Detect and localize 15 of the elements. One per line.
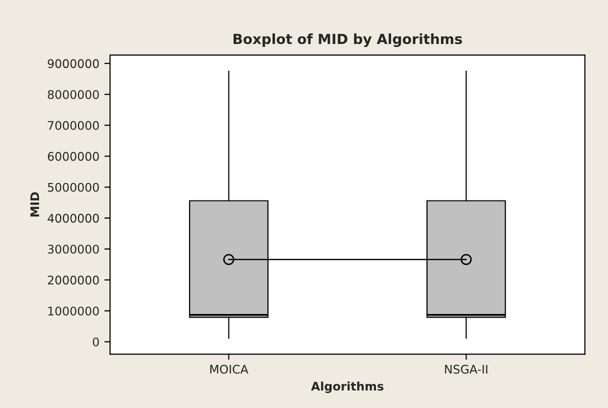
y-axis-title: MID <box>30 192 40 216</box>
y-tick-label: 7000000 <box>48 121 99 130</box>
y-tick-label: 9000000 <box>48 59 99 68</box>
y-tick-label: 5000000 <box>48 182 99 192</box>
x-tick-label: MOICA <box>210 364 248 374</box>
y-tick-label: 0 <box>92 337 99 346</box>
x-axis-title: Algorithms <box>311 382 384 394</box>
y-tick-label: 6000000 <box>48 152 99 161</box>
y-tick-label: 8000000 <box>48 90 99 100</box>
y-tick-label: 4000000 <box>48 214 99 223</box>
x-tick-label: NSGA-II <box>445 364 488 374</box>
y-tick-label: 3000000 <box>48 244 99 254</box>
y-tick-label: 1000000 <box>48 306 99 316</box>
chart-title: Boxplot of MID by Algorithms <box>234 33 462 47</box>
y-tick-label: 2000000 <box>48 276 99 285</box>
